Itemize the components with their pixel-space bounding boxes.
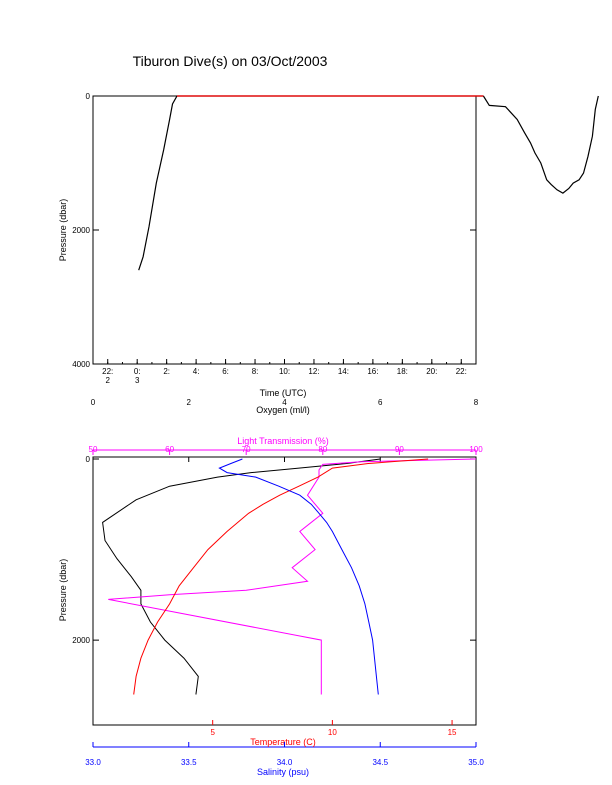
- temperature-axis-label: Temperature (C): [250, 737, 316, 747]
- light-transmission-axis-tick-label: 100: [469, 445, 483, 454]
- time-axis-tick-label: 6:: [222, 367, 229, 376]
- time-plot-ytick-label: 0: [86, 92, 91, 101]
- light-transmission-axis-tick-label: 60: [165, 445, 174, 454]
- time-plot-ytick-label: 2000: [72, 226, 90, 235]
- temperature-axis-tick-label: 15: [448, 728, 457, 737]
- light-transmission-axis-label: Light Transmission (%): [237, 436, 329, 446]
- oxygen-axis-tick-label: 6: [378, 398, 383, 407]
- time-axis-tick-label: 0:: [134, 367, 141, 376]
- time-axis-ticks: 22:20:32: 4: 6: 8: 10: 12: 14: 16: 18: 20: 22:: [102, 359, 467, 385]
- oxygen-axis-label: Oxygen (ml/l): [256, 405, 310, 415]
- time-axis-tick-label: 18:: [397, 367, 408, 376]
- oxygen-axis-tick-label: 2: [187, 398, 192, 407]
- profile-ytick-label: 2000: [72, 636, 90, 645]
- profile-ytick-label: 0: [86, 455, 91, 464]
- figure-title: Tiburon Dive(s) on 03/Oct/2003: [133, 53, 328, 69]
- profile-variable-ticks: 0 2 4 6 8 50 60 70 80 90 100 5 10 15 33.0 33.5 34.0 34.5 3…: [85, 398, 484, 767]
- pressure-trace-segment-0: [138, 95, 484, 271]
- profile-pressure-axis-label: Pressure (dbar): [58, 559, 68, 622]
- salinity-axis-tick-label: 34.0: [277, 758, 293, 767]
- salinity-axis-tick-label: 33.0: [85, 758, 101, 767]
- oxygen-axis-tick-label: 8: [474, 398, 479, 407]
- time-plot-pressure-ticks: 0 2000 4000: [72, 92, 476, 369]
- oxygen-axis-tick-label: 4: [282, 398, 287, 407]
- profile-pressure-ticks: 0 2000: [72, 455, 476, 645]
- time-plot-pressure-axis-label: Pressure (dbar): [58, 199, 68, 262]
- time-axis-tick-label: 14:: [338, 367, 349, 376]
- time-axis-tick-sublabel: 2: [106, 376, 111, 385]
- temperature-axis-tick-label: 5: [210, 728, 215, 737]
- time-axis-tick-label: 2:: [163, 367, 170, 376]
- light-transmission-axis-tick-label: 90: [395, 445, 404, 454]
- light-transmission-axis-tick-label: 80: [318, 445, 327, 454]
- salinity-axis-tick-label: 35.0: [468, 758, 484, 767]
- time-axis-tick-label: 4:: [193, 367, 200, 376]
- light-transmission-axis-tick-label: 50: [89, 445, 98, 454]
- light-transmission-axis-tick-label: 70: [242, 445, 251, 454]
- dive-pressure-trace: [138, 95, 599, 271]
- oxygen-axis-tick-label: 0: [91, 398, 96, 407]
- time-axis-tick-label: 8:: [252, 367, 259, 376]
- profile-chart: Oxygen (ml/l) Light Transmission (%) Tem…: [58, 398, 484, 777]
- time-axis-tick-label: 22:: [102, 367, 113, 376]
- time-axis-tick-label: 12:: [308, 367, 319, 376]
- salinity-axis-label: Salinity (psu): [257, 767, 309, 777]
- light-transmission-profile: [108, 458, 477, 695]
- time-axis-tick-sublabel: 3: [135, 376, 140, 385]
- time-axis-label: Time (UTC): [260, 388, 307, 398]
- time-axis-tick-label: 22:: [456, 367, 467, 376]
- time-axis-tick-label: 16:: [367, 367, 378, 376]
- salinity-axis-tick-label: 33.5: [181, 758, 197, 767]
- temperature-profile: [133, 458, 429, 695]
- time-plot-ytick-label: 4000: [72, 360, 90, 369]
- pressure-trace-segment-1: [482, 95, 599, 194]
- salinity-axis-tick-label: 34.5: [372, 758, 388, 767]
- profile-plot-frame: [92, 456, 477, 726]
- profile-traces: [102, 458, 477, 695]
- salinity-profile: [218, 458, 379, 695]
- oxygen-profile: [102, 458, 381, 695]
- time-axis-tick-label: 10:: [279, 367, 290, 376]
- time-axis-tick-label: 20:: [426, 367, 437, 376]
- time-plot-frame: [92, 95, 477, 365]
- temperature-axis-tick-label: 10: [328, 728, 337, 737]
